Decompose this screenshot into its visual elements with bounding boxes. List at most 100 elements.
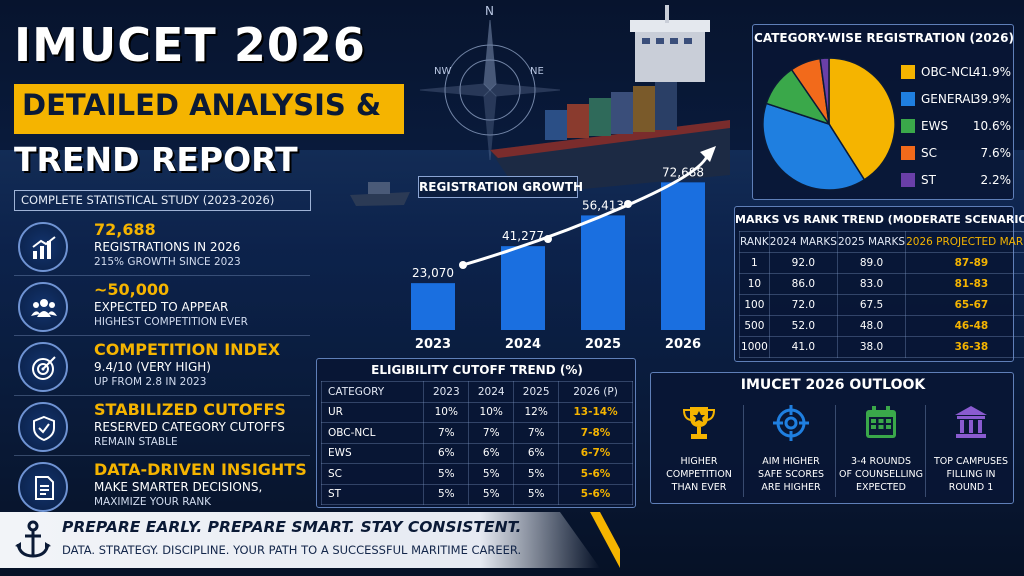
table-cell: 89.0	[836, 252, 907, 274]
legend-value: 39.9%	[972, 92, 1011, 106]
trophy-icon	[682, 407, 716, 439]
category-tick-label: 2024	[505, 337, 541, 352]
eligibility-title: ELIGIBILITY CUTOFF TREND (%)	[371, 363, 583, 377]
outlook-line: TOP CAMPUSES	[933, 456, 1009, 467]
stat-line-2: MAXIMIZE YOUR RANK	[94, 496, 212, 508]
compass-rose	[419, 19, 561, 161]
trend-point	[459, 261, 467, 269]
table-row: OBC-NCL 7% 7% 7% 7-8%	[320, 422, 633, 444]
legend-value: 41.9%	[972, 65, 1011, 79]
table-cell: 38.0	[836, 336, 907, 358]
trend-point	[544, 235, 552, 243]
stat-headline: ~50,000	[94, 280, 170, 299]
table-cell: 41.0	[768, 336, 838, 358]
table-row: EWS 6% 6% 6% 6-7%	[320, 442, 633, 464]
divider	[925, 405, 926, 497]
subtitle: COMPLETE STATISTICAL STUDY (2023-2026)	[14, 190, 311, 211]
outlook-line: OF COUNSELLING	[838, 469, 924, 480]
table-cell: 81-83	[905, 273, 1024, 295]
legend-swatch	[901, 65, 915, 79]
category-tick-label: 2026	[665, 337, 701, 352]
outlook-item: 3-4 ROUNDS OF COUNSELLING EXPECTED	[837, 401, 925, 501]
stat-line-1: 9.4/10 (VERY HIGH)	[94, 360, 211, 374]
legend-label: GENERAL	[921, 92, 978, 106]
table-cell: 1000	[739, 336, 770, 358]
table-cell: 5%	[423, 463, 470, 485]
stat-headline: STABILIZED CUTOFFS	[94, 400, 286, 419]
stat-line-2: REMAIN STABLE	[94, 436, 178, 448]
table-row: 500 52.0 48.0 46-48	[739, 315, 1024, 337]
category-panel: CATEGORY-WISE REGISTRATION (2026) OBC-NC…	[752, 24, 1014, 200]
compass-ne-label: NE	[530, 66, 544, 77]
legend-label: OBC-NCL	[921, 65, 976, 79]
outlook-line: THAN EVER	[671, 482, 727, 493]
document-icon	[18, 462, 68, 512]
table-cell: 48.0	[836, 315, 907, 337]
stat-registrations: 72,688 REGISTRATIONS IN 2026 215% GROWTH…	[14, 218, 310, 276]
outlook-line: ROUND 1	[948, 482, 994, 493]
anchor-icon	[15, 520, 51, 558]
table-cell: EWS	[320, 442, 425, 464]
legend-swatch	[901, 92, 915, 106]
growth-trend-line	[462, 151, 710, 267]
stat-headline: COMPETITION INDEX	[94, 340, 281, 359]
page-title: IMUCET 2026	[14, 18, 366, 72]
marks-rank-title: MARKS VS RANK TREND (MODERATE SCENARIO)	[735, 213, 1024, 226]
stat-line-1: EXPECTED TO APPEAR	[94, 300, 229, 314]
legend-entry: OBC-NCL 41.9%	[901, 63, 1011, 81]
legend-swatch	[901, 146, 915, 160]
category-title: CATEGORY-WISE REGISTRATION (2026)	[754, 31, 1014, 45]
outlook-title: IMUCET 2026 OUTLOOK	[740, 377, 926, 393]
table-cell: 6-7%	[558, 442, 633, 464]
table-cell: 500	[739, 315, 770, 337]
table-cell: 7-8%	[558, 422, 633, 444]
legend-swatch	[901, 173, 915, 187]
legend-value: 10.6%	[972, 119, 1011, 133]
registration-growth-label: REGISTRATION GROWTH	[418, 176, 583, 198]
table-row: 10 86.0 83.0 81-83	[739, 273, 1024, 295]
column-header: 2024	[468, 381, 515, 403]
bar-2025	[581, 215, 625, 330]
table-cell: 83.0	[836, 273, 907, 295]
table-row: 1 92.0 89.0 87-89	[739, 252, 1024, 274]
trend-arrowhead	[700, 146, 716, 162]
legend-value: 2.2%	[980, 173, 1012, 187]
stat-line-1: RESERVED CATEGORY CUTOFFS	[94, 420, 285, 434]
table-cell: ST	[320, 483, 425, 505]
outlook-panel: IMUCET 2026 OUTLOOK HIGHER COMPETITION THA…	[650, 372, 1014, 504]
containers	[545, 82, 677, 140]
table-row: 1000 41.0 38.0 36-38	[739, 336, 1024, 358]
column-header: 2024 MARKS	[768, 231, 838, 253]
group-icon	[18, 282, 68, 332]
legend-label: EWS	[921, 119, 949, 133]
column-header: 2026 (P)	[558, 381, 633, 403]
bar-chart-icon	[18, 222, 68, 272]
legend-entry: EWS 10.6%	[901, 117, 1011, 135]
stat-line-2: UP FROM 2.8 IN 2023	[94, 376, 207, 388]
table-cell: 46-48	[905, 315, 1024, 337]
table-cell: 5-6%	[558, 483, 633, 505]
stat-insights: DATA-DRIVEN INSIGHTS MAKE SMARTER DECISI…	[14, 458, 310, 516]
table-cell: 92.0	[768, 252, 838, 274]
table-cell: 5%	[513, 483, 560, 505]
column-header: 2026 PROJECTED MARKS	[905, 231, 1024, 253]
bar-2026	[661, 182, 705, 330]
table-cell: UR	[320, 401, 425, 423]
table-cell: 12%	[513, 401, 560, 423]
trend-point	[624, 200, 632, 208]
institution-icon	[955, 406, 987, 438]
table-row: ST 5% 5% 5% 5-6%	[320, 483, 633, 505]
table-cell: 52.0	[768, 315, 838, 337]
table-cell: 6%	[513, 442, 560, 464]
crosshair-icon	[773, 405, 809, 441]
table-cell: 36-38	[905, 336, 1024, 358]
table-cell: 13-14%	[558, 401, 633, 423]
column-header: 2023	[423, 381, 470, 403]
table-cell: 1	[739, 252, 770, 274]
bar-value-label: 56,413	[582, 198, 624, 212]
outlook-line: FILLING IN	[946, 469, 996, 480]
table-cell: 100	[739, 294, 770, 316]
outlook-line: EXPECTED	[856, 482, 906, 493]
banner-subline: DATA. STRATEGY. DISCIPLINE. YOUR PATH TO…	[62, 543, 522, 557]
legend-entry: SC 7.6%	[901, 144, 1011, 162]
